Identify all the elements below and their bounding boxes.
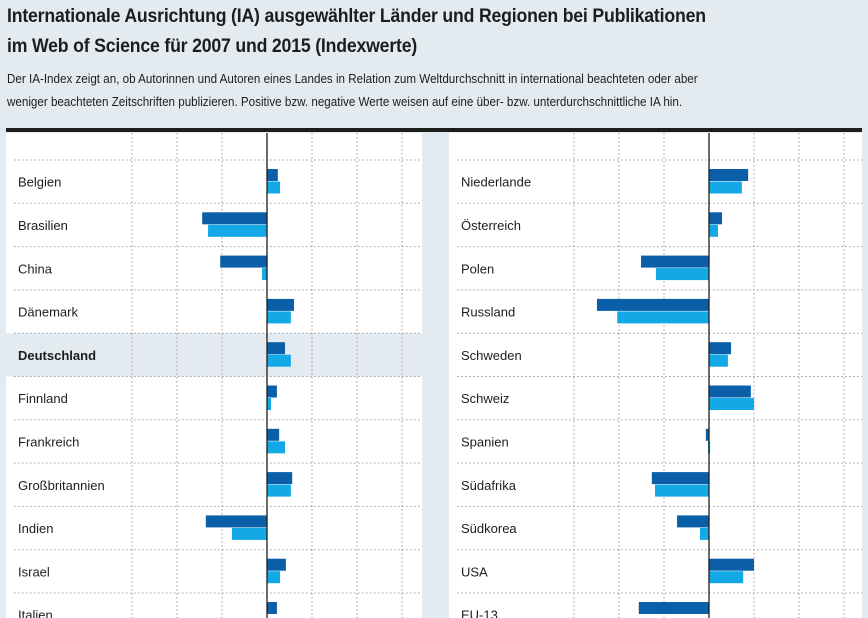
category-label: USA	[461, 564, 488, 579]
bar-light	[267, 354, 291, 367]
bar-light	[709, 571, 744, 584]
bar-dark	[638, 602, 709, 614]
category-label: Dänemark	[18, 305, 78, 320]
category-label: Schweiz	[461, 391, 509, 406]
bar-dark	[267, 169, 278, 181]
bar-light	[262, 268, 267, 281]
bar-light	[700, 527, 709, 540]
bar-dark	[709, 169, 749, 181]
bar-dark	[267, 342, 285, 355]
category-label: EU-13	[461, 608, 498, 618]
bar-light	[655, 268, 709, 281]
bar-dark	[267, 602, 277, 614]
bar-light	[231, 527, 267, 540]
category-label: Deutschland	[18, 348, 96, 363]
desc-line-2: weniger beachteten Zeitschriften publizi…	[7, 95, 683, 109]
bar-light	[267, 311, 291, 324]
bar-dark	[709, 342, 732, 355]
chart-title: Internationale Ausrichtung (IA) ausgewäh…	[7, 2, 706, 62]
bar-dark	[641, 255, 709, 268]
category-label: Großbritannien	[18, 478, 105, 493]
bar-light	[709, 181, 742, 194]
category-label: Indien	[18, 521, 53, 536]
category-label: Südafrika	[461, 478, 517, 493]
category-label: China	[18, 261, 53, 276]
bar-dark	[202, 212, 267, 225]
bar-light	[267, 181, 281, 194]
desc-line-1: Der IA-Index zeigt an, ob Autorinnen und…	[7, 72, 698, 86]
panel-background	[449, 133, 862, 618]
bar-dark	[267, 298, 294, 311]
category-label: Österreich	[461, 218, 521, 233]
bar-dark	[651, 472, 709, 485]
category-label: Frankreich	[18, 434, 79, 449]
bar-dark	[267, 428, 280, 441]
category-label: Schweden	[461, 348, 522, 363]
category-label: Belgien	[18, 175, 61, 190]
chart-description: Der IA-Index zeigt an, ob Autorinnen und…	[7, 68, 698, 114]
category-label: Polen	[461, 261, 494, 276]
bar-light	[267, 441, 285, 454]
bar-dark	[205, 515, 267, 528]
bar-dark	[677, 515, 709, 528]
category-label: Finnland	[18, 391, 68, 406]
bar-light	[208, 224, 267, 237]
category-label: Südkorea	[461, 521, 517, 536]
bar-light	[709, 398, 754, 410]
bar-light	[655, 484, 709, 497]
category-label: Spanien	[461, 434, 509, 449]
bar-light	[267, 571, 281, 584]
bar-dark	[267, 385, 277, 398]
category-label: Niederlande	[461, 175, 531, 190]
bar-dark	[709, 212, 723, 225]
bar-light	[267, 398, 272, 410]
bar-light	[267, 484, 291, 497]
category-label: Brasilien	[18, 218, 68, 233]
header-rule	[6, 128, 862, 132]
bar-dark	[267, 558, 286, 571]
bar-dark	[596, 298, 709, 311]
category-label: Israel	[18, 564, 50, 579]
bar-light	[617, 311, 709, 324]
highlight-row	[6, 333, 422, 377]
bar-dark	[709, 558, 754, 571]
bar-dark	[267, 472, 293, 485]
bar-dark	[220, 255, 267, 268]
title-line-1: Internationale Ausrichtung (IA) ausgewäh…	[7, 6, 706, 27]
bar-dark	[705, 428, 709, 441]
title-line-2: im Web of Science für 2007 und 2015 (Ind…	[7, 36, 418, 57]
category-label: Russland	[461, 305, 515, 320]
bar-light	[709, 224, 718, 237]
bar-dark	[709, 385, 751, 398]
category-label: Italien	[18, 608, 53, 618]
bar-light	[709, 354, 728, 367]
